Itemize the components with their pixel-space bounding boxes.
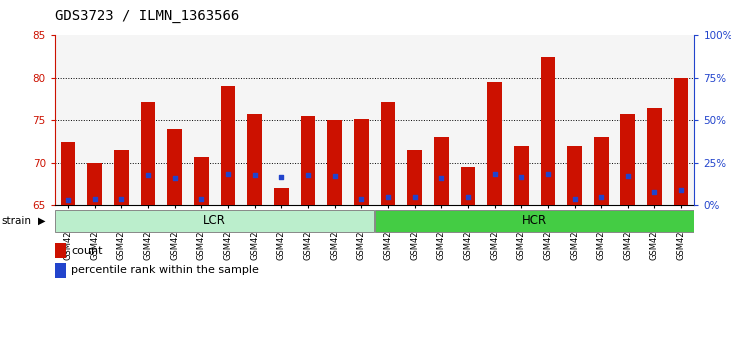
Bar (274, 188, 289, 205)
Point (329, 173, 341, 178)
Bar (114, 150, 129, 205)
Bar (167, 129, 182, 205)
Bar (567, 146, 582, 205)
Point (89, 196, 101, 201)
Bar (56, 210, 374, 233)
Point (489, 171, 501, 177)
Point (675, 187, 687, 193)
Text: percentile rank within the sample: percentile rank within the sample (71, 265, 260, 275)
Bar (647, 108, 662, 205)
Bar (514, 146, 529, 205)
Point (115, 196, 127, 202)
Bar (488, 82, 502, 205)
Point (355, 196, 367, 202)
Text: HCR: HCR (522, 214, 547, 227)
Bar (221, 86, 235, 205)
Point (462, 194, 474, 200)
Bar (55, 263, 66, 278)
Point (276, 175, 287, 180)
Bar (674, 78, 689, 205)
Bar (594, 137, 608, 205)
Text: ▶: ▶ (38, 216, 45, 226)
Bar (381, 102, 395, 205)
Point (196, 196, 208, 202)
Point (249, 172, 260, 178)
Bar (141, 102, 156, 205)
Bar (88, 163, 102, 205)
Text: count: count (71, 246, 103, 256)
Bar (61, 142, 75, 205)
Text: GDS3723 / ILMN_1363566: GDS3723 / ILMN_1363566 (55, 9, 239, 23)
Bar (375, 210, 694, 233)
Point (515, 175, 527, 180)
Point (382, 194, 394, 200)
Bar (461, 167, 475, 205)
Bar (621, 114, 635, 205)
Point (302, 172, 314, 178)
Bar (194, 157, 209, 205)
Bar (407, 150, 422, 205)
Text: LCR: LCR (203, 214, 226, 227)
Bar (247, 114, 262, 205)
Bar (354, 119, 368, 205)
Point (436, 175, 447, 181)
Point (62, 198, 74, 203)
Text: strain: strain (1, 216, 31, 226)
Point (648, 189, 660, 195)
Point (622, 173, 634, 178)
Point (542, 171, 553, 177)
Point (569, 196, 580, 202)
Bar (540, 57, 556, 205)
Bar (55, 244, 66, 258)
Point (143, 172, 154, 178)
Bar (300, 116, 315, 205)
Point (409, 194, 420, 200)
Point (169, 175, 181, 181)
Point (222, 171, 234, 177)
Point (595, 194, 607, 200)
Bar (327, 120, 342, 205)
Bar (434, 137, 449, 205)
